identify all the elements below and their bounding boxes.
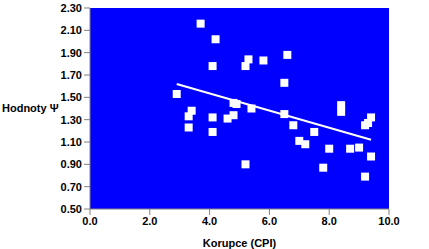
svg-text:0.50: 0.50 <box>61 203 82 215</box>
svg-text:0.70: 0.70 <box>61 181 82 193</box>
svg-text:1.90: 1.90 <box>61 47 82 59</box>
svg-text:10.0: 10.0 <box>378 215 399 227</box>
svg-text:6.0: 6.0 <box>262 215 277 227</box>
html-text:Hodnoty Ψ: Hodnoty Ψ <box>2 102 59 114</box>
svg-text:0.90: 0.90 <box>61 158 82 170</box>
svg-text:1.30: 1.30 <box>61 114 82 126</box>
svg-text:8.0: 8.0 <box>322 215 337 227</box>
svg-text:Korupce (CPI): Korupce (CPI) <box>203 237 277 249</box>
svg-text:2.10: 2.10 <box>61 24 82 36</box>
svg-text:0.0: 0.0 <box>82 215 97 227</box>
svg-text:1.50: 1.50 <box>61 91 82 103</box>
svg-text:2.0: 2.0 <box>142 215 157 227</box>
svg-text:2.30: 2.30 <box>61 2 82 14</box>
svg-text:4.0: 4.0 <box>202 215 217 227</box>
svg-text:1.70: 1.70 <box>61 69 82 81</box>
svg-text:1.10: 1.10 <box>61 136 82 148</box>
